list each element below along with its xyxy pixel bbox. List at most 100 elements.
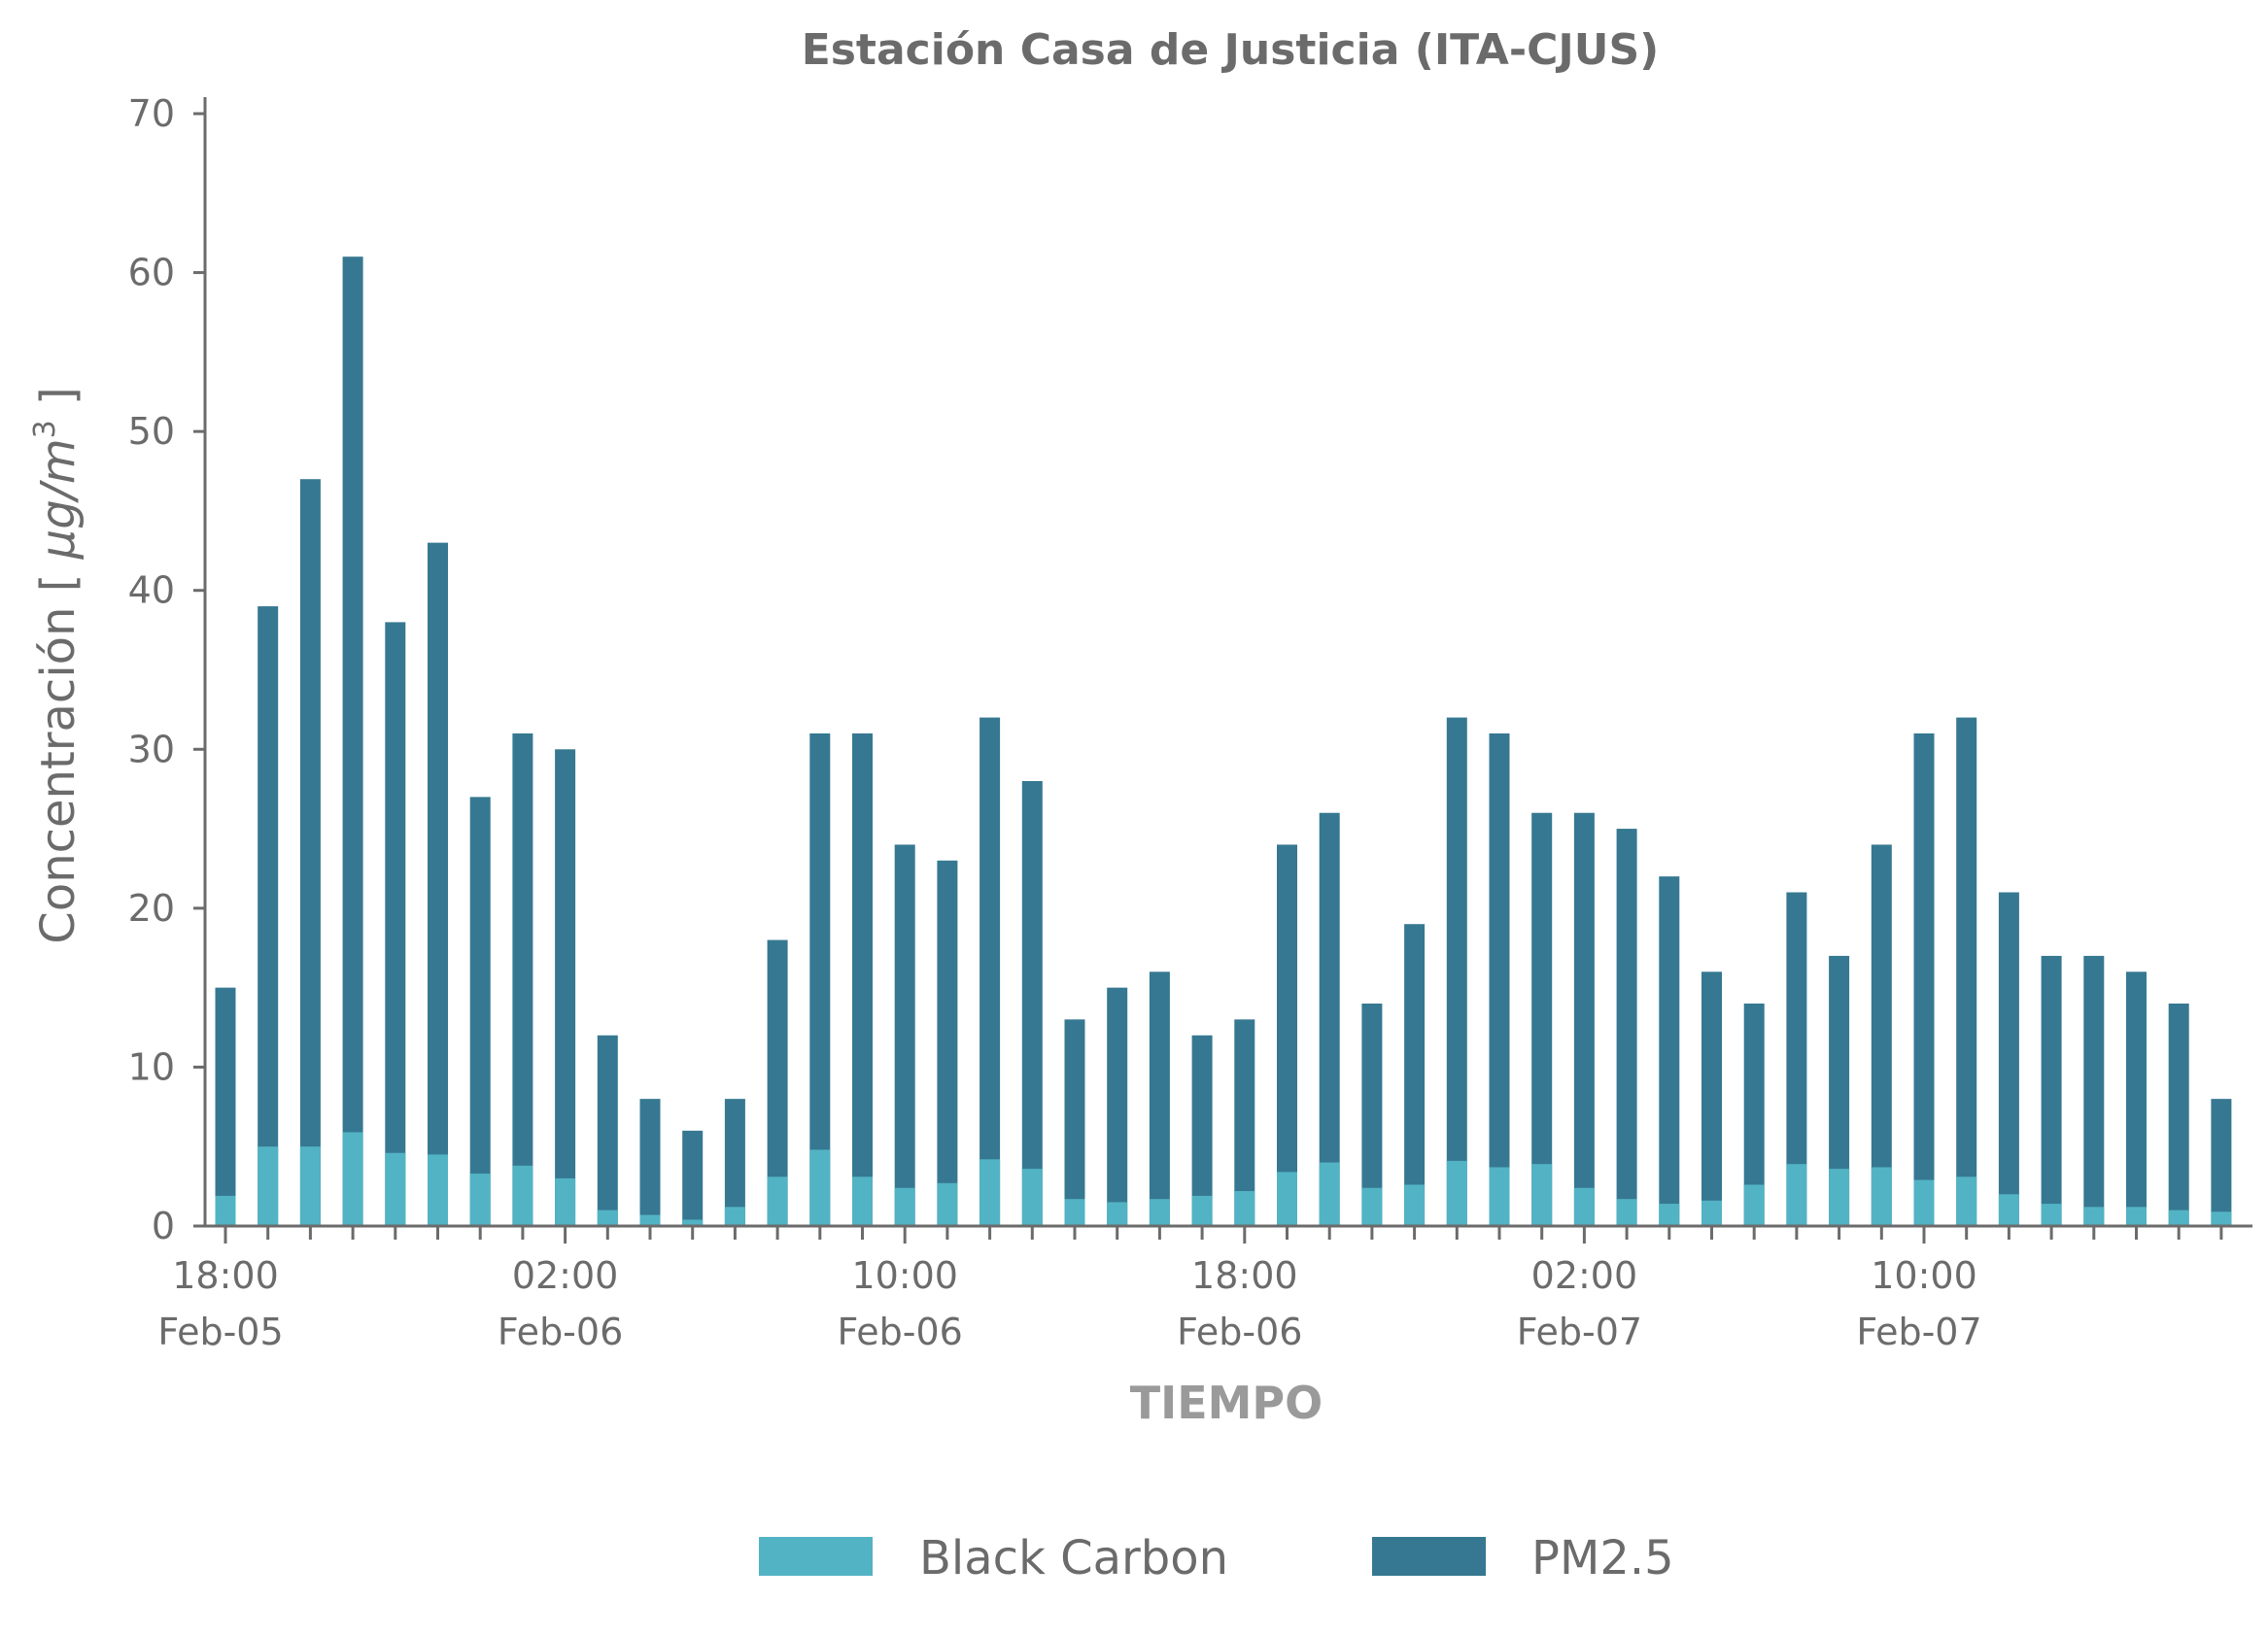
bar-pm25-4 — [385, 622, 406, 1226]
y-tick-label: 70 — [128, 92, 175, 135]
bar-pm25-15 — [852, 733, 873, 1226]
bar-pm25-8 — [555, 749, 576, 1226]
x-tick-label-time: 02:00 — [512, 1254, 619, 1297]
y-tick-label: 40 — [128, 569, 175, 612]
bar-pm25-39 — [1871, 844, 1892, 1226]
bar-black-carbon-8 — [555, 1177, 576, 1226]
bar-black-carbon-18 — [979, 1159, 1001, 1226]
bar-black-carbon-33 — [1616, 1199, 1637, 1226]
x-tick-label-date: Feb-05 — [157, 1311, 283, 1353]
bar-pm25-5 — [428, 542, 448, 1226]
bar-pm25-42 — [1998, 892, 2019, 1226]
bar-black-carbon-15 — [852, 1176, 873, 1226]
bar-pm25-47 — [2211, 1099, 2232, 1226]
bar-pm25-10 — [639, 1099, 661, 1226]
bar-pm25-46 — [2168, 1004, 2189, 1226]
bar-pm25-0 — [215, 987, 236, 1226]
bar-black-carbon-22 — [1149, 1199, 1170, 1226]
bar-pm25-24 — [1234, 1019, 1255, 1226]
y-tick-label: 60 — [128, 252, 175, 294]
bar-black-carbon-34 — [1659, 1204, 1680, 1226]
bar-pm25-41 — [1956, 717, 1977, 1226]
bar-pm25-33 — [1616, 829, 1637, 1226]
y-axis-ticks: 0 10 20 30 40 50 60 70 — [128, 92, 205, 1247]
bar-black-carbon-28 — [1404, 1184, 1426, 1226]
y-tick-label: 10 — [128, 1045, 175, 1088]
bar-pm25-1 — [258, 606, 279, 1226]
bar-black-carbon-39 — [1871, 1167, 1892, 1226]
bar-black-carbon-3 — [342, 1132, 363, 1226]
y-axis-label-prefix: Concentración [ — [31, 559, 86, 943]
legend-swatch-pm25 — [1372, 1537, 1486, 1576]
bar-pm25-14 — [809, 733, 831, 1226]
x-tick-label-time: 02:00 — [1531, 1254, 1638, 1297]
bar-pm25-2 — [299, 479, 321, 1226]
bar-black-carbon-36 — [1743, 1184, 1765, 1226]
legend: Black Carbon PM2.5 — [759, 1531, 1674, 1585]
bar-black-carbon-0 — [215, 1195, 236, 1226]
bar-pm25-18 — [979, 717, 1001, 1226]
bar-pm25-31 — [1531, 812, 1553, 1226]
bar-pm25-17 — [937, 860, 958, 1226]
y-axis-label-unit: µg/m — [31, 438, 86, 560]
bar-black-carbon-46 — [2168, 1210, 2189, 1226]
y-tick-label: 20 — [128, 887, 175, 930]
bar-pm25-34 — [1659, 876, 1680, 1226]
bar-black-carbon-41 — [1956, 1176, 1977, 1226]
bar-pm25-35 — [1701, 971, 1722, 1226]
bar-black-carbon-16 — [894, 1187, 915, 1226]
bar-black-carbon-27 — [1361, 1187, 1383, 1226]
bar-black-carbon-10 — [639, 1214, 661, 1226]
x-axis-ticks: 18:00 Feb-05 02:00 Feb-06 10:00 Feb-06 18:00 Fe… — [157, 1226, 2223, 1353]
bar-pm25-30 — [1489, 733, 1510, 1226]
bar-pm25-43 — [2041, 955, 2062, 1226]
bar-black-carbon-23 — [1191, 1195, 1213, 1226]
bar-pm25-12 — [724, 1099, 745, 1226]
y-axis-label-sup: 3 — [28, 420, 62, 438]
bar-black-carbon-47 — [2211, 1211, 2232, 1226]
bar-pm25-23 — [1191, 1035, 1213, 1226]
bar-black-carbon-5 — [428, 1154, 448, 1226]
bar-pm25-29 — [1446, 717, 1467, 1226]
bar-pm25-16 — [894, 844, 915, 1226]
bar-black-carbon-11 — [682, 1219, 704, 1226]
bar-black-carbon-25 — [1277, 1172, 1297, 1226]
bar-pm25-19 — [1021, 781, 1043, 1226]
bar-pm25-26 — [1319, 812, 1340, 1226]
bar-black-carbon-21 — [1107, 1202, 1128, 1226]
bar-black-carbon-35 — [1701, 1200, 1722, 1226]
bar-black-carbon-6 — [469, 1174, 491, 1226]
y-axis-label-suffix: ] — [31, 387, 86, 420]
legend-label-pm25: PM2.5 — [1531, 1531, 1674, 1585]
bar-black-carbon-19 — [1021, 1169, 1043, 1226]
bar-pm25-45 — [2126, 971, 2147, 1226]
x-tick-label-date: Feb-06 — [498, 1311, 623, 1353]
bar-black-carbon-38 — [1829, 1169, 1850, 1226]
bar-black-carbon-26 — [1319, 1162, 1340, 1226]
bar-black-carbon-1 — [258, 1146, 279, 1226]
y-tick-label: 30 — [128, 728, 175, 770]
bar-pm25-44 — [2083, 955, 2105, 1226]
bar-black-carbon-7 — [512, 1165, 533, 1226]
bar-pm25-3 — [342, 256, 363, 1226]
legend-swatch-black-carbon — [759, 1537, 873, 1576]
bar-black-carbon-43 — [2041, 1204, 2062, 1226]
bar-pm25-36 — [1743, 1004, 1765, 1226]
legend-label-black-carbon: Black Carbon — [919, 1531, 1228, 1585]
x-tick-label-time: 10:00 — [851, 1254, 958, 1297]
bar-black-carbon-44 — [2083, 1207, 2105, 1226]
bar-black-carbon-30 — [1489, 1167, 1510, 1226]
bar-pm25-28 — [1404, 924, 1426, 1226]
bars-layer — [215, 256, 2232, 1226]
bar-black-carbon-2 — [299, 1146, 321, 1226]
bar-black-carbon-12 — [724, 1207, 745, 1226]
x-tick-label-date: Feb-06 — [1177, 1311, 1302, 1353]
y-axis-label: Concentración [ µg/m3 ] — [28, 387, 86, 943]
bar-pm25-40 — [1913, 733, 1935, 1226]
bar-black-carbon-17 — [937, 1182, 958, 1226]
bar-black-carbon-29 — [1446, 1160, 1467, 1226]
bar-pm25-25 — [1277, 844, 1297, 1226]
bar-pm25-6 — [469, 797, 491, 1226]
bar-pm25-7 — [512, 733, 533, 1226]
bar-pm25-27 — [1361, 1004, 1383, 1226]
